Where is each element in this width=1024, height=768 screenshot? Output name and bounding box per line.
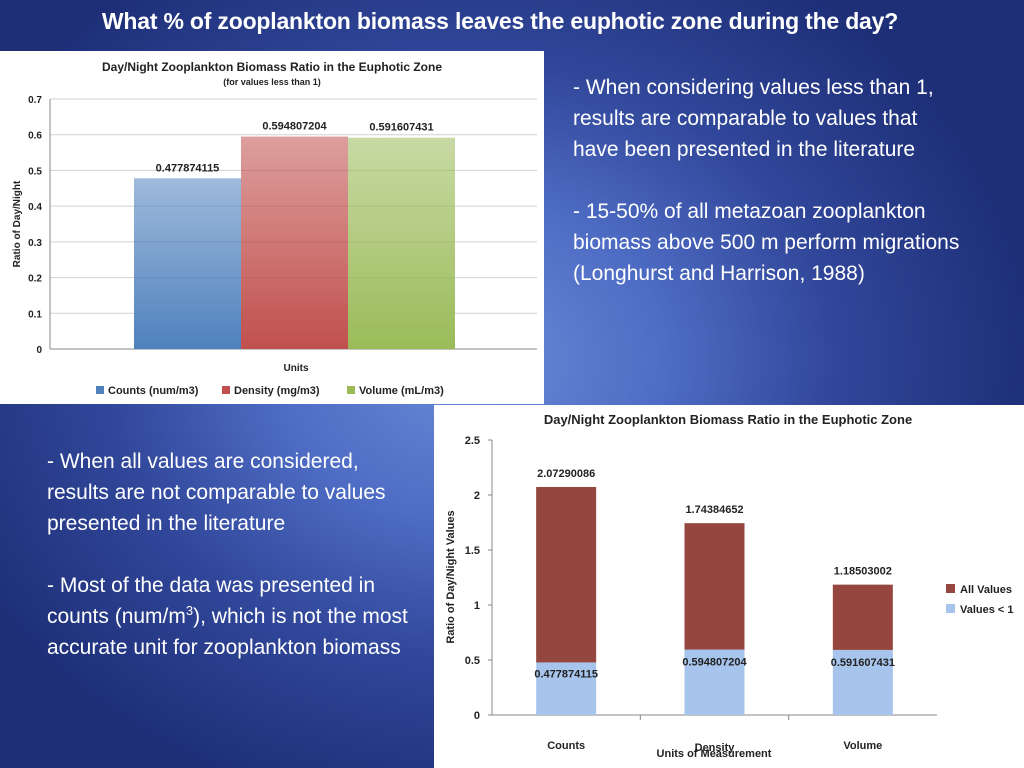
chart2-category-label: Density <box>695 742 736 754</box>
chart2-legend-swatch <box>946 604 955 613</box>
text-block-top: - When considering values less than 1, r… <box>573 72 963 289</box>
chart1-subtitle: (for values less than 1) <box>223 77 321 87</box>
chart2-legend-label: All Values <box>960 584 1012 596</box>
chart2-category-label: Counts <box>547 740 585 752</box>
bullet-literature-range: - 15-50% of all metazoan zooplankton bio… <box>573 200 960 285</box>
chart2-data-label-all: 1.74384652 <box>685 504 743 516</box>
slide-title: What % of zooplankton biomass leaves the… <box>101 8 899 34</box>
chart2-bar-lower <box>684 649 745 715</box>
chart2-y-axis-title: Ratio of Day/Night Values <box>445 510 457 643</box>
chart1-y-axis-title: Ratio of Day/Night <box>12 180 23 267</box>
chart2-svg: Day/Night Zooplankton Biomass Ratio in t… <box>445 412 1014 760</box>
chart1-data-label: 0.594807204 <box>262 121 327 133</box>
chart2-ytick-label: 2 <box>474 490 480 502</box>
chart2-ytick-label: 1.5 <box>465 545 480 557</box>
chart2-ytick-label: 0.5 <box>465 655 480 667</box>
chart1-data-label: 0.591607431 <box>369 122 433 134</box>
chart2-data-label-all: 1.18503002 <box>834 566 892 578</box>
chart2-category-label: Volume <box>843 740 882 752</box>
chart1-data-label: 0.477874115 <box>156 162 220 174</box>
chart1-title: Day/Night Zooplankton Biomass Ratio in t… <box>102 60 442 74</box>
chart1-legend-swatch <box>96 386 104 394</box>
chart2-ytick-label: 2.5 <box>465 435 480 447</box>
chart1-ytick-label: 0.7 <box>28 95 42 106</box>
chart1-legend-label: Counts (num/m3) <box>108 385 199 397</box>
chart1-ytick-label: 0.1 <box>28 309 42 320</box>
chart2-title: Day/Night Zooplankton Biomass Ratio in t… <box>544 412 912 427</box>
chart1-bar <box>134 178 241 349</box>
chart1-legend-swatch <box>222 386 230 394</box>
chart1-svg: Day/Night Zooplankton Biomass Ratio in t… <box>12 60 537 397</box>
text-block-bottom: - When all values are considered, result… <box>47 446 417 663</box>
chart2-bar-lower <box>832 649 893 715</box>
chart2-data-label-all: 2.07290086 <box>537 468 595 480</box>
chart2-bar-upper <box>832 584 893 650</box>
chart2-data-label-lower: 0.594807204 <box>682 657 747 669</box>
chart1-ytick-label: 0.5 <box>28 166 42 177</box>
bullet-counts-unit-sup: 3 <box>185 603 194 618</box>
chart-ratio-less-than-one: Day/Night Zooplankton Biomass Ratio in t… <box>0 51 544 404</box>
chart2-ytick-label: 0 <box>474 710 480 722</box>
chart1-legend-label: Density (mg/m3) <box>234 385 320 397</box>
chart1-legend-label: Volume (mL/m3) <box>359 385 444 397</box>
chart1-legend-swatch <box>347 386 355 394</box>
chart2-ytick-label: 1 <box>474 600 480 612</box>
bullet-counts-unit-b: ), which is not the most accurate unit f… <box>47 605 408 659</box>
bullet-counts-unit-a: - Most of the data was presented in coun… <box>47 574 376 628</box>
chart-ratio-all-values: Day/Night Zooplankton Biomass Ratio in t… <box>434 405 1024 768</box>
chart2-legend-label: Values < 1 <box>960 604 1014 616</box>
chart2-data-label-lower: 0.591607431 <box>831 657 895 669</box>
chart2-x-axis-title: Units of Measurement <box>657 748 772 760</box>
chart2-bar-lower <box>536 662 597 715</box>
chart1-ytick-label: 0.3 <box>28 238 42 249</box>
chart1-bar <box>241 136 348 349</box>
chart2-legend-swatch <box>946 584 955 593</box>
chart1-ytick-label: 0.6 <box>28 131 42 142</box>
chart1-ytick-label: 0 <box>36 345 42 356</box>
chart2-bar-upper <box>536 486 597 663</box>
chart1-bar <box>348 137 455 349</box>
chart1-ytick-label: 0.2 <box>28 274 42 285</box>
chart2-data-label-lower: 0.477874115 <box>534 668 598 680</box>
chart1-ytick-label: 0.4 <box>28 202 42 213</box>
chart2-bar-upper <box>684 523 745 650</box>
bullet-not-comparable: - When all values are considered, result… <box>47 450 386 535</box>
chart1-x-axis-title: Units <box>284 363 309 374</box>
bullet-counts-unit: - Most of the data was presented in coun… <box>47 570 417 663</box>
bullet-comparable: - When considering values less than 1, r… <box>573 76 934 161</box>
